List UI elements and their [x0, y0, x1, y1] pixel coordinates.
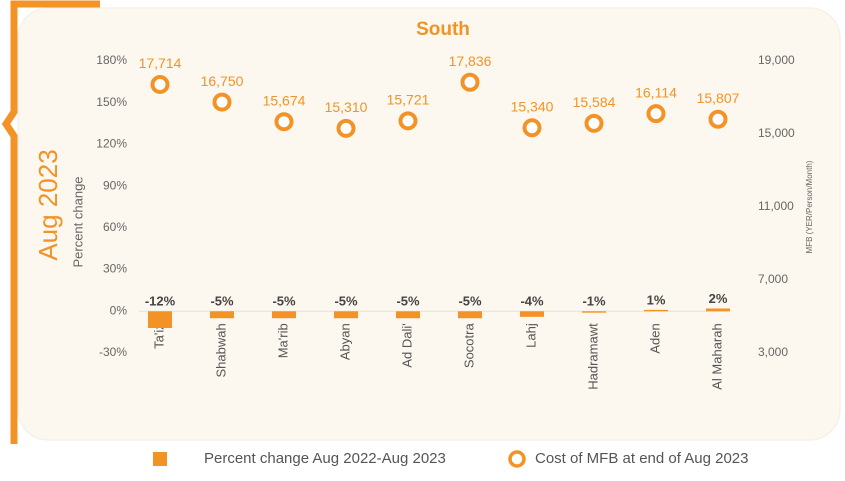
point — [584, 113, 604, 133]
y2-axis-title: MFB (YER/Person/Month) — [805, 160, 814, 253]
bar-value-label: -5% — [458, 294, 482, 309]
bar-value-label: -1% — [582, 294, 606, 309]
y-tick-label: 0% — [110, 303, 128, 317]
bar — [458, 311, 482, 319]
bar — [582, 311, 606, 313]
point — [336, 118, 356, 138]
point-value-label: 15,721 — [387, 92, 430, 108]
bar-value-label: -12% — [145, 294, 176, 309]
x-tick-label: Shabwah — [213, 323, 228, 377]
x-tick-label: Abyan — [337, 323, 352, 360]
point-value-label: 16,114 — [635, 84, 677, 100]
bar-value-label: -5% — [396, 294, 420, 309]
legend-label: Cost of MFB at end of Aug 2023 — [535, 450, 748, 467]
point-value-label: 15,310 — [325, 99, 368, 115]
point — [212, 92, 232, 112]
y-tick-label: 30% — [103, 262, 127, 276]
x-tick-label: Aden — [647, 323, 662, 353]
point-value-label: 15,340 — [511, 98, 554, 114]
x-tick-label: Ma'rib — [275, 323, 290, 358]
y-axis-title: Percent change — [70, 176, 85, 267]
legend-label: Percent change Aug 2022-Aug 2023 — [204, 450, 446, 467]
bracket — [1, 0, 100, 444]
bar — [272, 311, 296, 319]
x-tick-label: Ta'iz — [151, 323, 166, 349]
point-value-label: 15,674 — [263, 92, 306, 108]
bar — [520, 311, 544, 317]
bar — [210, 311, 234, 319]
bar — [396, 311, 420, 319]
y-tick-label: 90% — [103, 178, 127, 192]
y2-tick-label: 15,000 — [758, 126, 795, 140]
bar-value-label: -4% — [520, 294, 544, 309]
bar — [334, 311, 358, 319]
legend-swatch — [153, 452, 167, 466]
point-value-label: 15,807 — [697, 90, 740, 106]
bar — [706, 308, 730, 312]
x-tick-label: Lahj — [523, 323, 538, 348]
bar-value-label: -5% — [334, 294, 358, 309]
period-label: Aug 2023 — [33, 149, 63, 260]
point-value-label: 17,836 — [449, 53, 492, 69]
point — [646, 104, 666, 124]
point — [150, 74, 170, 94]
point-value-label: 17,714 — [139, 55, 182, 71]
panel — [17, 7, 841, 441]
y-tick-label: 150% — [96, 95, 127, 109]
bar — [644, 309, 668, 312]
point — [398, 111, 418, 131]
point-value-label: 15,584 — [573, 94, 616, 110]
y-tick-label: 60% — [103, 220, 127, 234]
point — [522, 118, 542, 138]
point-value-label: 16,750 — [201, 73, 244, 89]
y-tick-label: -30% — [99, 345, 127, 359]
y2-tick-label: 11,000 — [758, 199, 794, 213]
point — [708, 109, 728, 129]
y2-tick-label: 19,000 — [758, 53, 795, 67]
x-tick-label: Hadramawt — [585, 323, 600, 390]
legend-swatch — [508, 450, 526, 468]
bar-value-label: 2% — [709, 291, 728, 306]
bar-value-label: -5% — [272, 294, 296, 309]
bar-value-label: -5% — [210, 294, 234, 309]
y2-tick-label: 3,000 — [758, 345, 788, 359]
x-tick-label: Al Maharah — [709, 323, 724, 389]
x-tick-label: Ad Dali' — [399, 323, 414, 367]
bar — [148, 311, 172, 328]
x-tick-label: Socotra — [461, 323, 476, 369]
point — [460, 72, 480, 92]
point — [274, 112, 294, 132]
y-tick-label: 120% — [96, 137, 127, 151]
bar-value-label: 1% — [647, 292, 666, 307]
chart-title: South — [416, 19, 470, 40]
y2-tick-label: 7,000 — [758, 272, 788, 286]
y-tick-label: 180% — [96, 53, 127, 67]
